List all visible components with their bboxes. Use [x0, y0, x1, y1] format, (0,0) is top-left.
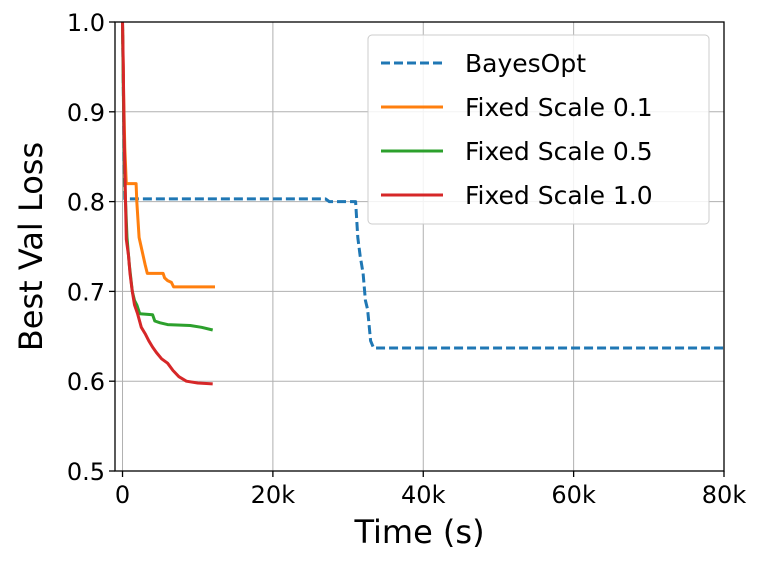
- legend-label: Fixed Scale 0.1: [465, 93, 653, 122]
- x-tick-label: 0: [115, 481, 130, 509]
- series-line-bayesopt: [121, 21, 724, 350]
- legend: BayesOpt Fixed Scale 0.1 Fixed Scale 0.5 Fi…: [367, 34, 710, 225]
- plot-frame: [114, 21, 725, 472]
- y-tick-label: 0.5: [67, 458, 105, 486]
- x-tick-label: 20k: [251, 481, 296, 509]
- y-tick-label: 0.9: [67, 99, 105, 127]
- series-lines: [121, 21, 724, 386]
- legend-label: BayesOpt: [465, 49, 586, 78]
- series-line-fixed-scale-1-0: [121, 21, 213, 386]
- y-tick-label: 1.0: [67, 9, 105, 37]
- y-tick-label: 0.7: [67, 278, 105, 306]
- series-line-fixed-scale-0-1: [121, 21, 215, 289]
- x-tick-label: 40k: [401, 481, 446, 509]
- y-tick-label: 0.8: [67, 189, 105, 217]
- legend-box: [367, 34, 710, 225]
- legend-label: Fixed Scale 1.0: [465, 181, 653, 210]
- y-axis-label: Best Val Loss: [12, 142, 50, 351]
- y-tick-label: 0.6: [67, 368, 105, 396]
- x-axis-label: Time (s): [353, 513, 484, 551]
- x-tick-label: 60k: [551, 481, 596, 509]
- legend-label: Fixed Scale 0.5: [465, 137, 653, 166]
- x-tick-label: 80k: [702, 481, 747, 509]
- series-line-fixed-scale-0-5: [121, 21, 214, 332]
- axis-ticks: 0 20k 40k 60k 80k 0.5 0.6 0.7 0.8 0.9 1.0: [67, 9, 746, 509]
